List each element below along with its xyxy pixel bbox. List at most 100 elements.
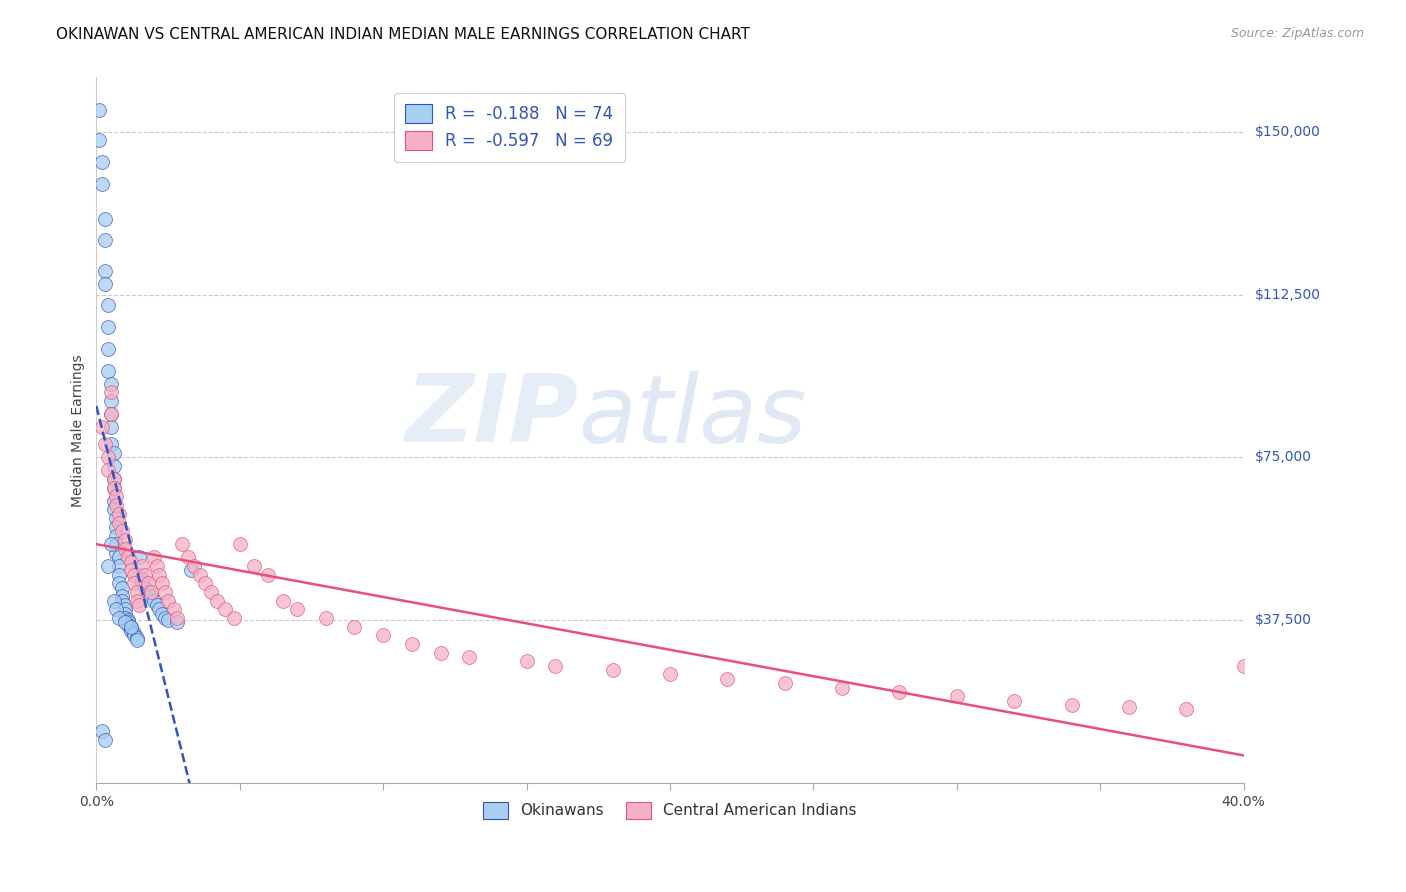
Point <box>100 537 122 551</box>
Point <box>373 628 395 642</box>
Point <box>114 611 136 625</box>
Point <box>94 732 117 747</box>
Point <box>429 646 451 660</box>
Text: $75,000: $75,000 <box>1254 450 1312 465</box>
Point <box>108 558 131 573</box>
Text: $112,500: $112,500 <box>1254 287 1320 301</box>
Point <box>194 576 217 591</box>
Point <box>100 385 122 400</box>
Point <box>94 211 117 226</box>
Point <box>105 490 128 504</box>
Point <box>108 550 131 565</box>
Point <box>103 593 125 607</box>
Point <box>544 658 567 673</box>
Point <box>134 581 156 595</box>
Point <box>100 407 122 421</box>
Point <box>114 602 136 616</box>
Point <box>105 498 128 512</box>
Point <box>136 585 159 599</box>
Point <box>97 342 120 356</box>
Point <box>243 558 266 573</box>
Point <box>831 681 853 695</box>
Point <box>114 607 136 621</box>
Point <box>716 672 738 686</box>
Text: OKINAWAN VS CENTRAL AMERICAN INDIAN MEDIAN MALE EARNINGS CORRELATION CHART: OKINAWAN VS CENTRAL AMERICAN INDIAN MEDI… <box>56 27 751 42</box>
Point <box>125 593 148 607</box>
Point <box>105 520 128 534</box>
Point <box>134 567 156 582</box>
Point <box>117 550 139 565</box>
Point <box>117 613 139 627</box>
Point <box>1175 702 1198 716</box>
Point <box>105 537 128 551</box>
Point <box>142 593 165 607</box>
Point <box>120 563 142 577</box>
Point <box>97 450 120 465</box>
Point <box>114 541 136 556</box>
Text: atlas: atlas <box>578 371 807 462</box>
Point <box>100 437 122 451</box>
Point <box>139 585 162 599</box>
Point <box>122 576 145 591</box>
Point <box>1118 700 1140 714</box>
Point <box>97 363 120 377</box>
Point <box>103 502 125 516</box>
Text: $150,000: $150,000 <box>1254 125 1320 139</box>
Point <box>148 567 170 582</box>
Point <box>458 650 481 665</box>
Point <box>183 558 205 573</box>
Text: Source: ZipAtlas.com: Source: ZipAtlas.com <box>1230 27 1364 40</box>
Point <box>1232 658 1254 673</box>
Point <box>172 537 194 551</box>
Point <box>94 233 117 247</box>
Point <box>114 615 136 630</box>
Point <box>97 463 120 477</box>
Point <box>150 607 173 621</box>
Point <box>214 602 236 616</box>
Point <box>100 420 122 434</box>
Point <box>94 277 117 291</box>
Point <box>91 177 114 191</box>
Point <box>100 376 122 391</box>
Point <box>166 615 188 630</box>
Point <box>128 598 150 612</box>
Point <box>257 567 280 582</box>
Point <box>285 602 308 616</box>
Point <box>120 620 142 634</box>
Point <box>343 620 366 634</box>
Point <box>145 598 167 612</box>
Point <box>97 558 120 573</box>
Point <box>100 407 122 421</box>
Point <box>157 593 180 607</box>
Legend: Okinawans, Central American Indians: Okinawans, Central American Indians <box>477 796 863 825</box>
Point <box>103 493 125 508</box>
Point <box>105 602 128 616</box>
Point <box>91 420 114 434</box>
Point <box>97 320 120 334</box>
Point <box>122 626 145 640</box>
Point <box>142 550 165 565</box>
Point <box>131 558 153 573</box>
Point <box>120 624 142 638</box>
Point <box>120 622 142 636</box>
Point <box>131 572 153 586</box>
Point <box>103 446 125 460</box>
Point <box>89 133 111 147</box>
Point <box>153 611 176 625</box>
Point <box>108 611 131 625</box>
Point <box>271 593 294 607</box>
Point <box>153 585 176 599</box>
Point <box>122 628 145 642</box>
Point <box>180 563 202 577</box>
Point <box>136 576 159 591</box>
Point <box>200 585 222 599</box>
Point <box>945 689 967 703</box>
Point <box>108 576 131 591</box>
Point <box>91 155 114 169</box>
Point <box>114 533 136 547</box>
Point <box>97 298 120 312</box>
Point <box>131 576 153 591</box>
Point <box>229 537 252 551</box>
Point <box>188 567 211 582</box>
Point <box>114 598 136 612</box>
